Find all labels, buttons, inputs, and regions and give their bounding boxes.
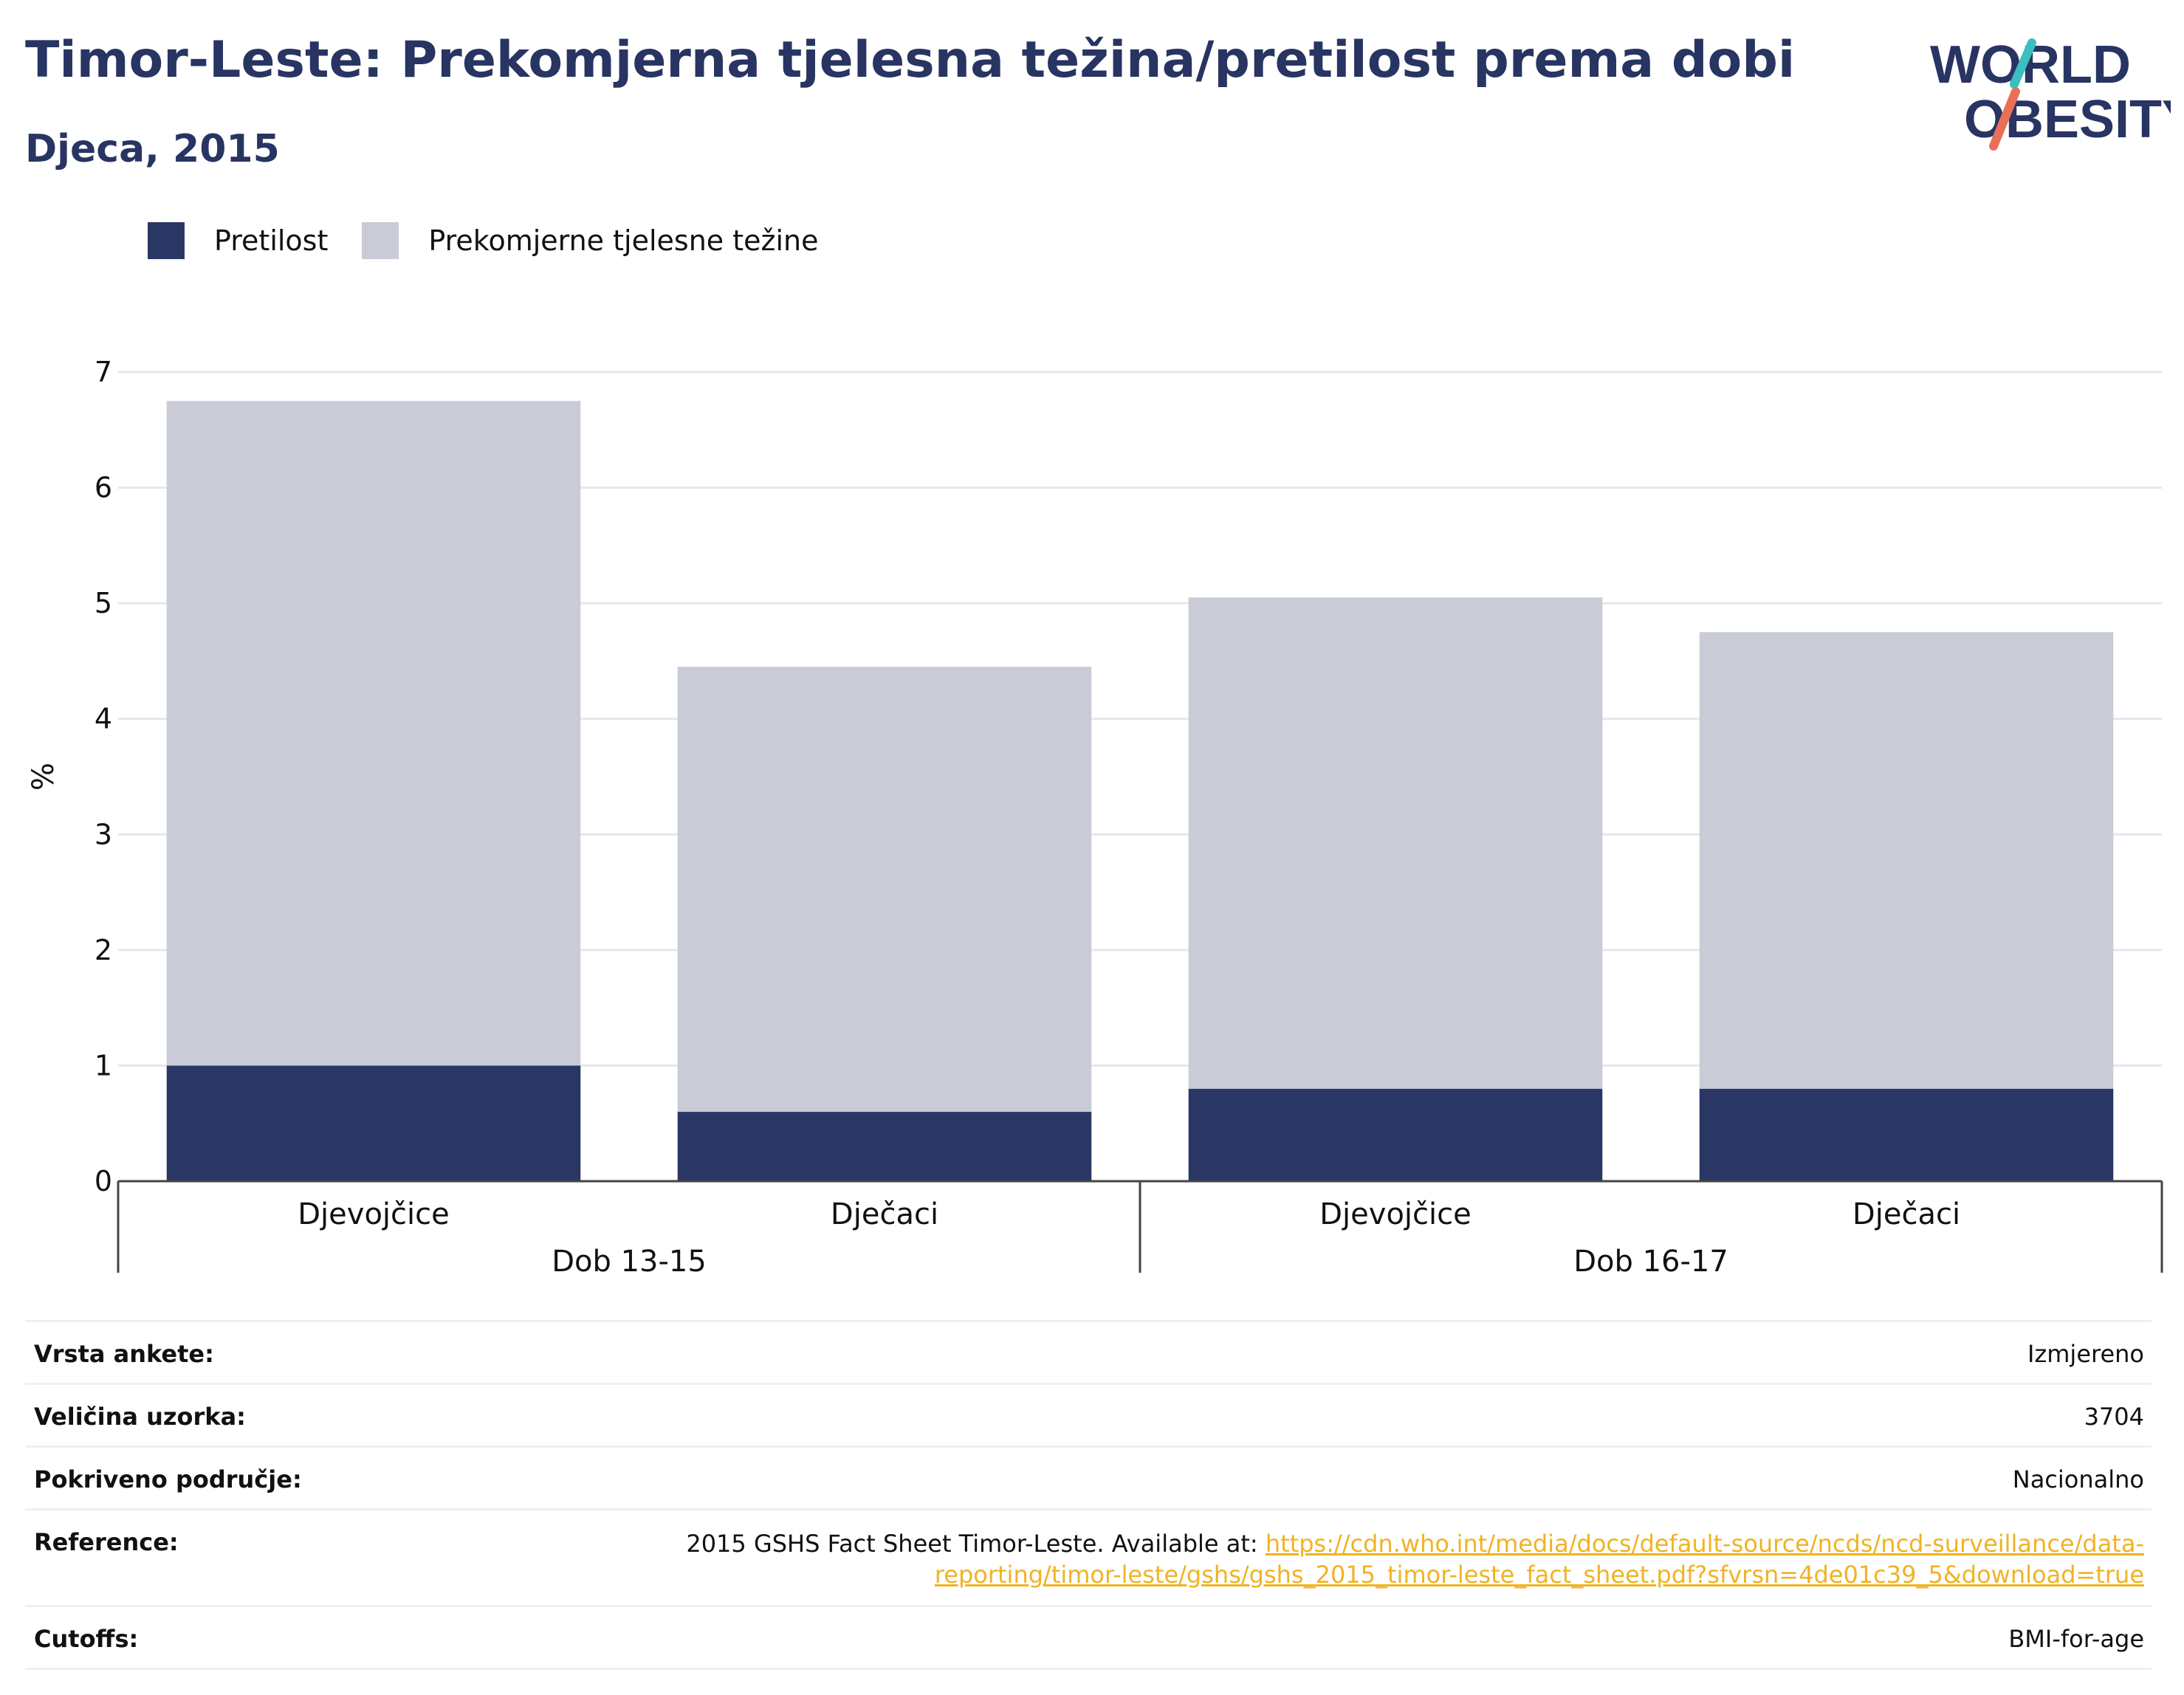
cutoffs-value: BMI-for-age — [2008, 1625, 2144, 1653]
bar-pretilost-4 — [1699, 1088, 2114, 1181]
chart-subtitle: Djeca, 2015 — [25, 127, 280, 171]
info-row-cutoffs: Cutoffs: BMI-for-age — [25, 1605, 2152, 1670]
reference-text: 2015 GSHS Fact Sheet Timor-Leste. Availa… — [686, 1530, 1266, 1558]
y-tick-label-1: 1 — [95, 1049, 112, 1082]
reference-link-part-2[interactable]: reporting/timor-leste/gshs/gshs_2015_tim… — [934, 1561, 2144, 1589]
cutoffs-label: Cutoffs: — [34, 1625, 139, 1653]
bar-pretilost-1 — [166, 1065, 581, 1181]
bar-pretilost-3 — [1188, 1088, 1603, 1181]
survey-type-label: Vrsta ankete: — [34, 1340, 214, 1368]
info-row-sample: Veličina uzorka: 3704 — [25, 1383, 2152, 1445]
group-label-1: Dob 13-15 — [552, 1245, 707, 1279]
y-tick-label-2: 2 — [95, 934, 112, 966]
x-tick-label-4: Dječaci — [1852, 1197, 1960, 1231]
y-tick-label-7: 7 — [95, 356, 112, 388]
survey-type-value: Izmjereno — [2027, 1340, 2144, 1368]
info-row-reference: Reference: 2015 GSHS Fact Sheet Timor-Le… — [25, 1508, 2152, 1605]
reference-value: 2015 GSHS Fact Sheet Timor-Leste. Availa… — [686, 1528, 2144, 1590]
info-row-survey: Vrsta ankete: Izmjereno — [25, 1320, 2152, 1383]
y-tick-label-3: 3 — [95, 818, 112, 850]
legend-label-pretilost: Pretilost — [214, 224, 329, 257]
y-tick-label-4: 4 — [95, 703, 112, 735]
world-obesity-logo: WORLD OBESITY — [1930, 35, 2171, 151]
bar-pretilost-2 — [677, 1112, 1092, 1181]
legend-swatch-prekomjerne — [362, 222, 399, 259]
group-label-2: Dob 16-17 — [1573, 1245, 1728, 1279]
legend-swatch-pretilost — [148, 222, 185, 259]
chart-title: Timor-Leste: Prekomjerna tjelesna težina… — [25, 31, 1796, 89]
coverage-label: Pokriveno područje: — [34, 1465, 302, 1493]
legend-item-pretilost[interactable]: Pretilost — [148, 222, 328, 259]
coverage-value: Nacionalno — [2012, 1465, 2144, 1493]
logo-slash-coral — [1989, 87, 2020, 151]
legend-item-prekomjerne[interactable]: Prekomjerne tjelesne težine — [362, 222, 819, 259]
bar-prekomjerne-4 — [1699, 632, 2114, 1089]
x-tick-label-3: Djevojčice — [1319, 1197, 1472, 1231]
y-tick-label-6: 6 — [95, 472, 112, 504]
info-row-coverage: Pokriveno područje: Nacionalno — [25, 1445, 2152, 1508]
y-tick-label-5: 5 — [95, 587, 112, 619]
reference-link-part-1[interactable]: https://cdn.who.int/media/docs/default-s… — [1265, 1530, 2144, 1558]
chart-legend: Pretilost Prekomjerne tjelesne težine — [148, 221, 853, 260]
reference-label: Reference: — [34, 1528, 179, 1556]
info-table: Vrsta ankete: Izmjereno Veličina uzorka:… — [25, 1320, 2152, 1670]
sample-size-label: Veličina uzorka: — [34, 1403, 246, 1431]
y-tick-label-0: 0 — [95, 1165, 112, 1197]
legend-label-prekomjerne: Prekomjerne tjelesne težine — [428, 224, 819, 257]
y-axis-label: % — [27, 763, 61, 791]
bar-prekomjerne-2 — [677, 667, 1092, 1113]
x-tick-label-2: Dječaci — [831, 1197, 938, 1231]
bar-prekomjerne-1 — [166, 401, 581, 1066]
sample-size-value: 3704 — [2084, 1403, 2144, 1431]
logo-slash-teal — [2010, 38, 2036, 89]
bar-prekomjerne-3 — [1188, 597, 1603, 1089]
stacked-bar-chart: 0 1 2 3 4 5 6 7% Djevojčice Dječaci Djevojčice Dječ… — [27, 356, 2163, 1279]
x-tick-label-1: Djevojčice — [298, 1197, 450, 1231]
